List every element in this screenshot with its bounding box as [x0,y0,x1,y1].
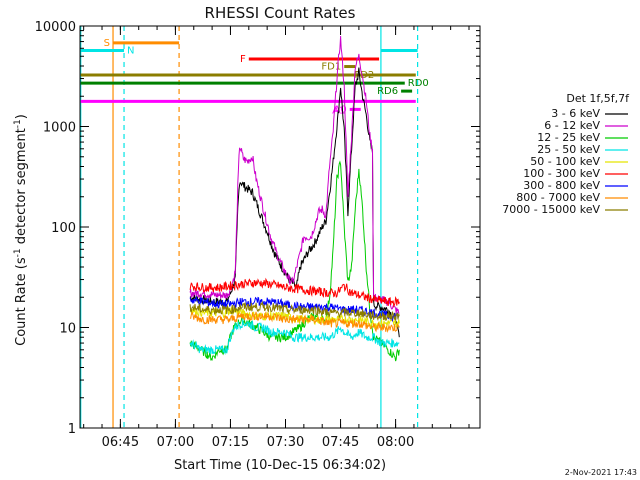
legend-label-1: 6 - 12 keV [544,119,600,132]
legend-label-7: 800 - 7000 keV [516,191,600,204]
y-tick-label: 10 [59,322,76,337]
plot-area [80,26,419,428]
legend-label-6: 300 - 800 keV [523,179,600,192]
series-line-8 [189,300,400,321]
x-tick-label: 07:15 [212,435,249,450]
x-axis-label: Start Time (10-Dec-15 06:34:02) [174,458,386,473]
x-tick-label: 06:45 [102,435,139,450]
y-tick-label: 1 [68,422,76,437]
series-line-7 [189,311,400,334]
axes: 1 10 100 1000 10000 06:45 07:00 07:15 07:30 07:45… [35,20,481,450]
series-line-2 [189,160,400,362]
legend-label-0: 3 - 6 keV [551,107,600,120]
chart-title: RHESSI Count Rates [205,4,356,22]
y-axis-label-end: ) [14,114,29,119]
flag-label-n-1: N [127,46,134,57]
y-axis-label: Count Rate (s-1 detector segment-1) [13,114,29,346]
flag-label-fd1-4: FD1 [321,62,341,73]
legend-label-4: 50 - 100 keV [530,155,600,168]
x-tick-label: 07:00 [157,435,194,450]
legend-label-3: 25 - 50 keV [537,143,600,156]
y-axis-label-mid: detector segment [14,128,29,248]
legend-label-8: 7000 - 15000 keV [502,203,600,216]
y-tick-label: 10000 [35,20,76,35]
legend-label-5: 100 - 300 keV [523,167,600,180]
legend-title: Det 1f,5f,7f [566,92,630,105]
y-axis-label-sup2: -1 [13,119,23,128]
legend-label-2: 12 - 25 keV [537,131,600,144]
series-lines [189,35,400,362]
flag-label-rd6-7: RD6 [377,86,398,97]
y-axis-label-main: Count Rate (s [14,257,29,346]
series-line-3 [189,318,400,355]
x-tick-label: 08:00 [377,435,414,450]
footer-timestamp: 2-Nov-2021 17:43 [565,468,637,477]
flag-label-a0-9: A0 [334,104,347,115]
series-line-1 [189,35,400,314]
x-tick-label: 07:30 [267,435,304,450]
y-tick-label: 100 [51,221,76,236]
x-tick-label: 07:45 [322,435,359,450]
flag-label-s-0: S [104,38,110,49]
flag-label-fd2-5: FD2 [354,70,374,81]
series-line-5 [189,277,400,308]
y-axis-label-sup1: -1 [13,248,23,257]
flag-label-f-3: F [240,54,246,65]
y-tick-label: 1000 [43,121,76,136]
flag-label-rd0-6: RD0 [408,78,429,89]
